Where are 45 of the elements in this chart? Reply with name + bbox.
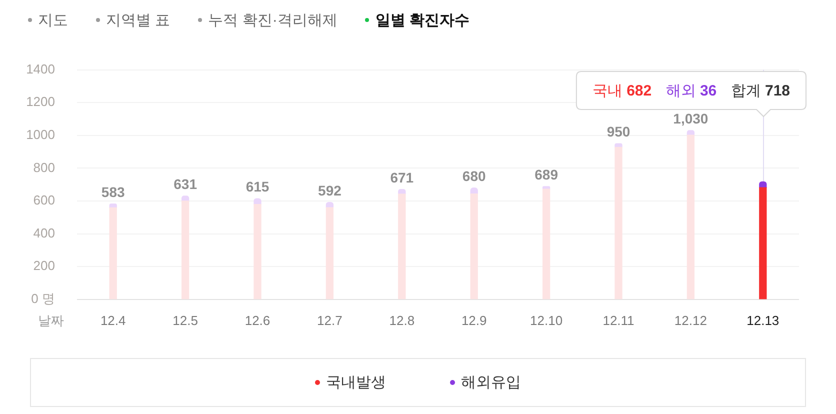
text: 누적 확진·격리해제	[208, 10, 338, 30]
total-label: 671	[390, 169, 414, 186]
text: 지도	[38, 10, 68, 30]
total-label: 689	[534, 166, 558, 182]
total-label: 615	[246, 178, 270, 195]
x-tick-label: 12.5	[172, 312, 198, 328]
bar	[759, 187, 767, 300]
y-tick-label: 600	[33, 192, 55, 208]
y-tick-label: 800	[33, 160, 55, 175]
x-tick-label: 12.4	[100, 312, 126, 328]
total-label: 1,030	[673, 110, 708, 126]
bar	[254, 204, 262, 300]
chart-title: 일별 확진자수	[375, 10, 470, 30]
bar	[614, 146, 622, 300]
legend-label: 해외유입	[461, 373, 521, 392]
total-label: 592	[318, 182, 342, 198]
total-label: 950	[606, 124, 630, 140]
legend-label: 국내발생	[326, 373, 386, 392]
bar	[326, 207, 334, 300]
x-tick-label: 12.8	[389, 312, 415, 328]
x-tick-label: 12.13	[746, 312, 780, 328]
x-tick-label: 12.12	[674, 312, 707, 328]
total-label: 583	[101, 184, 125, 200]
bar	[398, 194, 406, 300]
x-tick-label: 12.11	[602, 312, 634, 328]
bar	[109, 207, 117, 300]
total-label: 680	[462, 168, 486, 184]
x-tick-label: 12.6	[244, 312, 270, 328]
bar	[470, 193, 478, 300]
y-tick-label: 1400	[26, 61, 55, 76]
y-tick-label: 1200	[26, 94, 55, 110]
total-label: 631	[174, 176, 198, 192]
y-tick-label: 400	[33, 225, 55, 240]
y-tick-label: 200	[33, 258, 55, 274]
y-tick-label: 1000	[26, 126, 55, 142]
y-tick-label: 0 명	[31, 290, 55, 306]
x-tick-label: 12.10	[530, 312, 563, 328]
x-axis-title: 날짜	[38, 312, 64, 328]
bar	[181, 200, 190, 300]
annotation: 국내 682 해외 36 합계 718	[592, 82, 790, 100]
bar	[542, 188, 550, 300]
x-tick-label: 12.7	[317, 312, 342, 328]
x-tick-label: 12.9	[461, 312, 487, 328]
text: 지역별 표	[106, 10, 170, 30]
bar	[686, 134, 695, 300]
